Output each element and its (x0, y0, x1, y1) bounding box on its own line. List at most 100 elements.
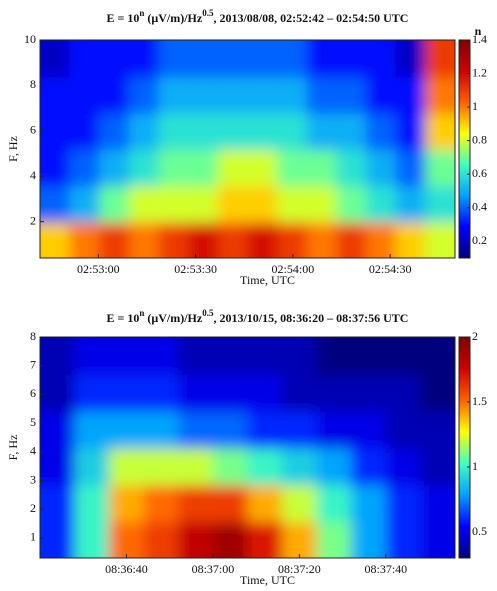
heatmap-cell (351, 373, 387, 412)
heatmap-cell (385, 410, 422, 449)
heatmap-cell (74, 373, 111, 412)
heatmap-cell (40, 373, 76, 412)
heatmap-cell (217, 76, 249, 114)
heatmap-cell (336, 76, 368, 114)
heatmap-cell (40, 221, 71, 258)
x-axis-label: Time, UTC (240, 273, 295, 287)
heatmap-cell (69, 185, 101, 223)
heatmap-cell (188, 149, 219, 187)
heatmap-cell (282, 337, 318, 375)
heatmap-cell (212, 521, 249, 558)
heatmap-cell (306, 221, 338, 258)
heatmap-cell (316, 410, 353, 449)
heatmap-cell (277, 185, 308, 223)
y-tick-label: 10 (24, 32, 36, 46)
heatmap-cell (336, 112, 368, 150)
heatmap-cell (395, 112, 427, 150)
chart-title: E = 10n (μV/m)/Hz0.5, 2013/08/08, 02:52:… (107, 8, 409, 25)
heatmap-cell (277, 149, 308, 187)
y-tick-label: 6 (30, 123, 36, 137)
heatmap-cell (420, 373, 455, 412)
heatmap-cell (40, 112, 71, 150)
heatmap-cell (69, 40, 101, 78)
title-rest: , 2013/10/15, 08:36:20 – 08:37:56 UTC (213, 311, 408, 325)
heatmap-cell (109, 373, 145, 412)
heatmap-cell (336, 185, 368, 223)
heatmap-cell (178, 337, 214, 375)
x-axis-label: Time, UTC (240, 573, 295, 587)
heatmap-cell (212, 484, 249, 523)
colorbar-tick-label: 0.2 (472, 233, 487, 247)
x-tick-label: 02:54:30 (369, 262, 412, 276)
heatmap-cell (69, 112, 101, 150)
heatmap-cell (351, 521, 387, 558)
x-tick-label: 08:36:40 (105, 562, 148, 576)
x-tick-label: 02:53:30 (174, 262, 217, 276)
heatmap-cell (395, 221, 427, 258)
heatmap-cell (385, 373, 422, 412)
heatmap-cell (109, 410, 145, 449)
heatmap-cell (178, 484, 214, 523)
title-exponent: n (139, 8, 144, 18)
y-tick-label: 4 (30, 168, 36, 182)
heatmap-cell (217, 149, 249, 187)
heatmap-cell (178, 410, 214, 449)
y-tick-label: 1 (30, 530, 36, 544)
heatmap-cell (247, 185, 279, 223)
heatmap-cell (40, 337, 76, 375)
colorbar-tick-label: 2 (472, 329, 478, 343)
heatmap-cell (40, 447, 76, 486)
heatmap-cell (40, 40, 71, 78)
heatmap-cell (99, 112, 130, 150)
heatmap-cell (178, 373, 214, 412)
heatmap-cell (277, 221, 308, 258)
heatmap-cell (316, 447, 353, 486)
plot-area (40, 40, 455, 258)
heatmap-cell (425, 221, 455, 258)
x-tick-label: 02:54:00 (272, 262, 315, 276)
heatmap-cell (40, 149, 71, 187)
heatmap-cell (143, 373, 180, 412)
heatmap-cell (247, 76, 279, 114)
plot-frame (39, 39, 456, 259)
title-unit: (μV/m)/Hz (144, 11, 202, 25)
heatmap-cell (420, 447, 455, 486)
heatmap-cell (247, 410, 284, 449)
heatmap-cell (109, 447, 145, 486)
title-exponent: n (139, 308, 144, 318)
heatmap-cell (40, 484, 76, 523)
heatmap-cell (69, 221, 101, 258)
heatmap-cell (282, 521, 318, 558)
heatmap-cell (420, 337, 455, 375)
heatmap-cell (247, 337, 284, 375)
heatmap-cell (247, 373, 284, 412)
heatmap-cell (109, 521, 145, 558)
heatmap-cell (158, 112, 190, 150)
heatmap-cell (247, 149, 279, 187)
chart-title: E = 10n (μV/m)/Hz0.5, 2013/10/15, 08:36:… (107, 308, 409, 325)
heatmap-cell (247, 484, 284, 523)
heatmap-cell (158, 221, 190, 258)
heatmap-cell (128, 76, 160, 114)
heatmap-cell (74, 410, 111, 449)
title-prefix: E = 10 (107, 311, 140, 325)
heatmap-cell (188, 221, 219, 258)
heatmap-cell (158, 149, 190, 187)
heatmap-cell (351, 447, 387, 486)
heatmap-cell (395, 40, 427, 78)
colorbar-tick-label: 0.5 (472, 524, 487, 538)
heatmap-cell (385, 484, 422, 523)
heatmap-cell (395, 185, 427, 223)
heatmap-cell (99, 221, 130, 258)
y-tick-label: 5 (30, 415, 36, 429)
heatmap-cell (188, 76, 219, 114)
heatmap-cell (336, 149, 368, 187)
heatmap-cell (366, 112, 397, 150)
heatmap-cell (143, 447, 180, 486)
heatmap-cell (366, 76, 397, 114)
heatmap-cell (385, 337, 422, 375)
y-tick-label: 7 (30, 357, 36, 371)
heatmap-cell (247, 112, 279, 150)
heatmap (40, 337, 455, 558)
plot-area (40, 337, 455, 558)
